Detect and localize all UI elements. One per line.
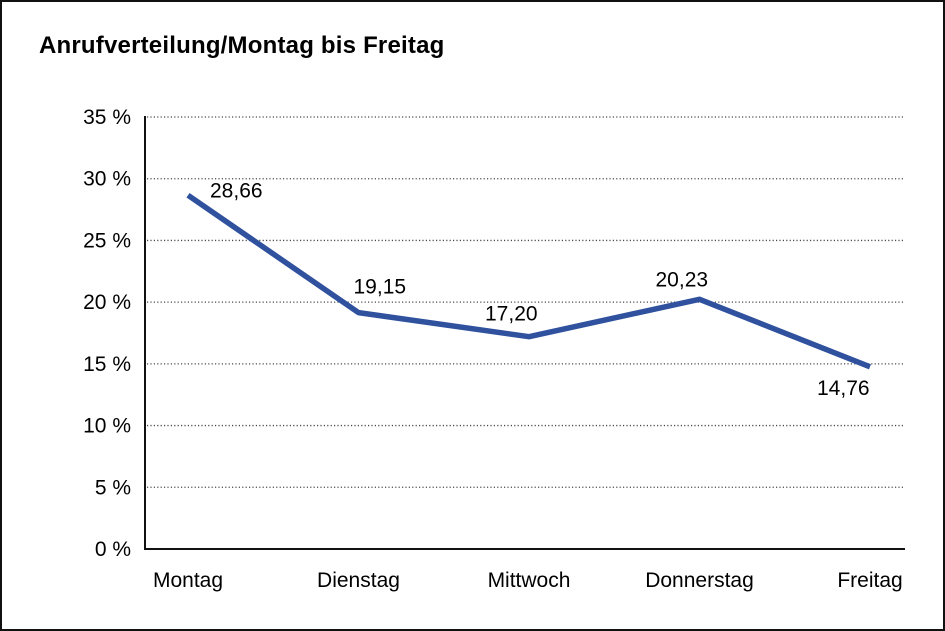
x-tick-label-dienstag: Dienstag	[317, 569, 400, 592]
data-label-donnerstag: 20,23	[656, 268, 709, 291]
x-tick-label-mittwoch: Mittwoch	[488, 569, 571, 592]
y-tick-label-0: 0 %	[95, 538, 131, 561]
x-tick-label-donnerstag: Donnerstag	[645, 569, 754, 592]
y-tick-label-30: 30 %	[83, 168, 131, 191]
y-tick-label-10: 10 %	[83, 415, 131, 438]
data-label-mittwoch: 17,20	[485, 303, 538, 326]
y-tick-label-20: 20 %	[83, 291, 131, 314]
y-tick-label-25: 25 %	[83, 229, 131, 252]
data-line-anrufverteilung	[186, 192, 872, 370]
data-label-freitag: 14,76	[817, 377, 870, 400]
data-label-montag: 28,66	[210, 179, 263, 202]
y-tick-label-5: 5 %	[95, 476, 131, 499]
data-label-dienstag: 19,15	[354, 276, 407, 299]
chart-title: Anrufverteilung/Montag bis Freitag	[39, 32, 445, 59]
x-tick-label-montag: Montag	[153, 569, 223, 592]
y-tick-label-35: 35 %	[83, 106, 131, 129]
y-tick-label-15: 15 %	[83, 353, 131, 376]
x-tick-label-freitag: Freitag	[837, 569, 902, 592]
